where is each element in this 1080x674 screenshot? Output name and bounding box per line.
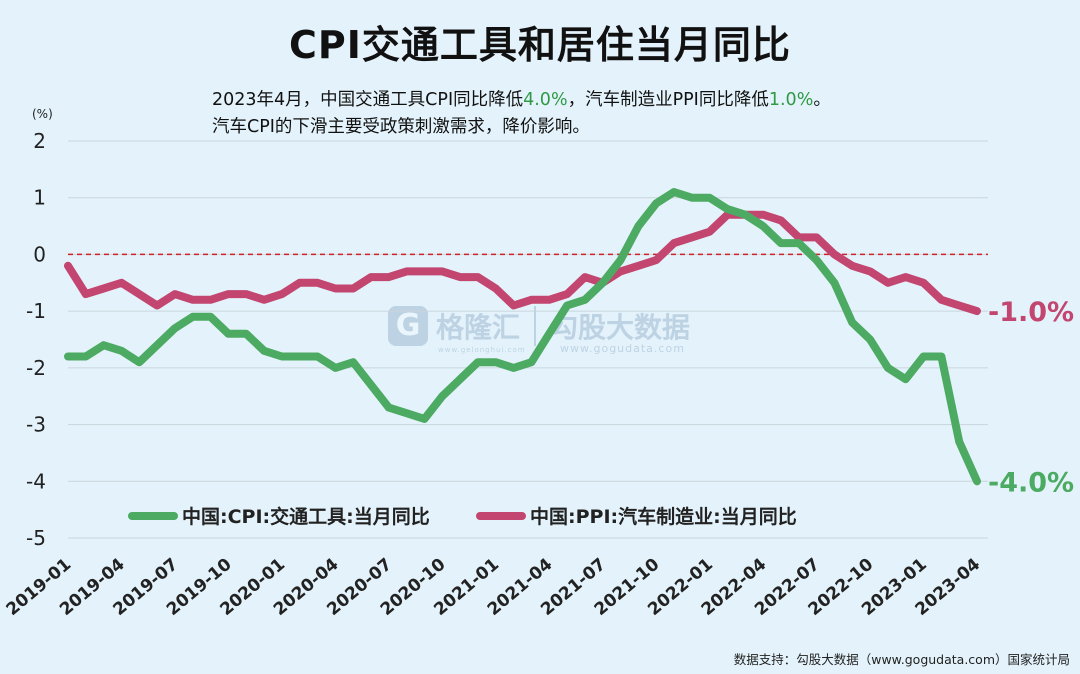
subtitle-text-e: 。 <box>813 90 831 110</box>
y-tick-label: -5 <box>26 526 46 550</box>
y-tick-label: 2 <box>33 129 46 153</box>
y-tick-label: 0 <box>33 242 46 266</box>
watermark: G 格隆汇 勾股大数据 www.gelonghui.com www.goguda… <box>388 306 691 355</box>
watermark-logo-icon: G <box>388 306 428 346</box>
subtitle-line-2: 汽车CPI的下滑主要受政策刺激需求，降价影响。 <box>212 117 590 137</box>
y-tick-label: 1 <box>33 186 46 210</box>
watermark-right-brand: 勾股大数据 <box>550 311 691 344</box>
y-tick-label: -4 <box>26 469 46 493</box>
ppi-end-label: -1.0% <box>988 297 1074 328</box>
chart-subtitle: 2023年4月，中国交通工具CPI同比降低4.0%，汽车制造业PPI同比降低1.… <box>212 87 831 141</box>
cpi-end-label: -4.0% <box>988 467 1074 498</box>
subtitle-text-a: 2023年4月，中国交通工具CPI同比降低 <box>212 90 524 110</box>
subtitle-text-c: ，汽车制造业PPI同比降低 <box>567 90 769 110</box>
subtitle-line-1: 2023年4月，中国交通工具CPI同比降低4.0%，汽车制造业PPI同比降低1.… <box>212 87 831 114</box>
cpi-series-line <box>64 188 981 486</box>
watermark-brand: 格隆汇 <box>436 311 521 344</box>
ppi-series-line <box>64 210 981 316</box>
y-tick-label: -3 <box>26 413 46 437</box>
y-axis-unit: (%) <box>32 107 53 121</box>
legend-cpi-label: 中国:CPI:交通工具:当月同比 <box>182 505 430 528</box>
watermark-separator <box>534 306 537 346</box>
y-tick-label: -2 <box>26 356 46 380</box>
data-source: 数据支持：勾股大数据（www.gogudata.com）国家统计局 <box>733 652 1070 667</box>
watermark-right-url: www.gogudata.com <box>560 342 685 355</box>
y-tick-label: -1 <box>26 299 46 323</box>
subtitle-ppi-value: 1.0% <box>768 90 814 110</box>
watermark-brand-url: www.gelonghui.com <box>438 346 526 354</box>
legend-ppi-label: 中国:PPI:汽车制造业:当月同比 <box>530 505 797 528</box>
subtitle-cpi-value: 4.0% <box>523 90 568 110</box>
chart-title: CPI交通工具和居住当月同比 <box>289 23 791 67</box>
